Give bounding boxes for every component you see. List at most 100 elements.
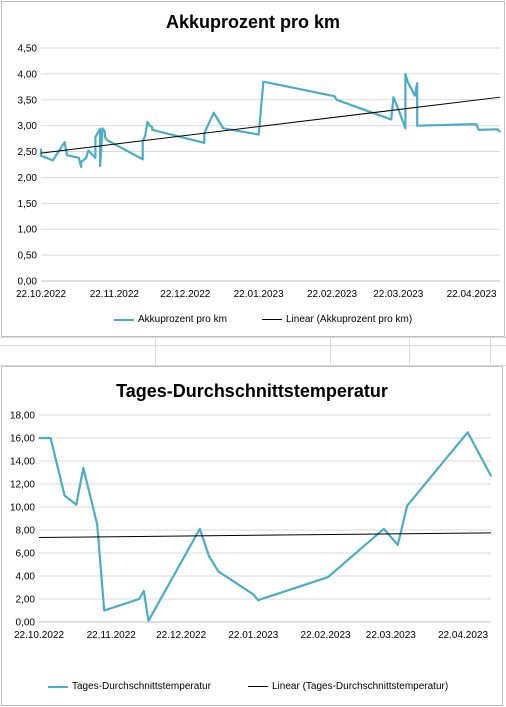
data-point [104,136,106,138]
sheet-gridline [330,337,331,366]
data-point [499,131,501,133]
sheet-gridline [0,337,506,338]
data-point [106,139,109,141]
data-point [82,467,85,469]
chart-title: Tages-Durchschnittstemperatur [116,381,388,401]
data-point [80,161,83,163]
legend-item-series: Tages-Durchschnittstemperatur [48,681,211,692]
x-tick-label: 22.04.2023 [438,630,488,641]
data-point [404,127,407,130]
x-tick-label: 22.11.2022 [87,630,137,641]
data-point [49,437,52,439]
data-point [80,166,83,168]
data-point [257,133,260,136]
y-tick-label: 18,00 [10,411,35,422]
y-tick-label: 3,00 [18,121,38,132]
y-tick-label: 2,00 [18,173,38,184]
data-point [40,154,42,157]
data-point [75,503,78,506]
chart-temperatur[interactable]: Tages-Durchschnittstemperatur 0,00 2,00 4,… [1,366,503,706]
trend-line [38,532,492,538]
data-point [87,149,90,152]
sheet-gridline [155,337,156,366]
y-tick-label: 0,00 [18,277,38,288]
data-point [416,124,418,127]
data-point [99,165,101,167]
x-tick-label: 22.03.2023 [373,289,423,300]
chart-akkuprozent[interactable]: Akkuprozent pro km 0,00 0,50 1,00 1,50 2,00 2… [1,1,505,337]
data-point [94,136,97,138]
data-point [63,494,66,497]
x-tick-label: 22.04.2023 [447,289,497,300]
data-point [94,156,97,159]
data-point [96,523,99,526]
y-tick-label: 4,00 [16,572,36,583]
data-point [143,590,145,592]
data-point [141,158,144,161]
legend-swatch-trend [248,686,268,687]
data-point [212,111,215,114]
data-point [397,544,399,546]
y-tick-label: 4,50 [18,44,38,55]
data-point [63,141,66,144]
trend-line [40,96,501,154]
legend-item-series: Akkuprozent pro km [114,314,227,325]
sheet-gridline [0,345,506,346]
legend-swatch-series [48,685,68,688]
y-tick-label: 6,00 [16,549,36,560]
data-point [333,95,336,97]
data-point [496,128,499,131]
sheet-gridline [490,337,491,366]
data-point [78,156,80,159]
data-point [327,576,329,578]
x-tick-label: 22.12.2022 [160,289,210,300]
x-tick-label: 22.10.2022 [16,289,66,300]
y-tick-label: 2,00 [16,595,36,606]
legend-item-trend: Linear (Akkuprozent pro km) [262,314,412,325]
legend-label: Tages-Durchschnittstemperatur [72,681,211,692]
legend-label: Akkuprozent pro km [138,314,227,325]
data-point [85,157,87,160]
y-tick-label: 1,00 [18,225,38,236]
data-point [151,126,154,129]
x-tick-label: 22.01.2023 [234,289,284,300]
x-tick-label: 22.12.2022 [156,630,206,641]
data-point [208,555,210,558]
data-point [149,124,151,127]
data-point [490,475,492,477]
chart-plot-area: 0,00 0,50 1,00 1,50 2,00 2,50 3,00 3,50 4,00 4,50… [16,44,501,300]
legend-item-trend: Linear (Tages-Durchschnittstemperatur) [248,681,448,692]
data-point [404,73,407,75]
y-tick-label: 10,00 [10,503,35,514]
y-tick-label: 4,00 [18,69,38,80]
legend-label: Linear (Tages-Durchschnittstemperatur) [272,681,449,692]
data-point [475,123,478,125]
y-tick-label: 14,00 [10,457,35,468]
data-point [144,135,146,137]
data-point [198,528,201,530]
data-point [222,127,224,130]
y-tick-label: 0,00 [16,618,36,629]
data-point [151,129,154,131]
data-point [203,141,206,144]
data-point [406,505,408,507]
chart-title: Akkuprozent pro km [165,12,341,32]
data-point [390,118,392,121]
data-point [257,599,259,601]
x-tick-label: 22.11.2022 [90,289,140,300]
data-point [147,620,150,622]
y-tick-label: 3,50 [18,95,38,106]
y-tick-label: 16,00 [10,434,35,445]
y-tick-label: 12,00 [10,480,35,491]
sheet-gridline [409,337,410,366]
data-point [52,159,54,162]
data-point [406,80,409,83]
y-tick-label: 8,00 [16,526,36,537]
x-tick-label: 22.02.2023 [301,630,351,641]
y-tick-label: 1,50 [18,199,38,210]
x-tick-label: 22.03.2023 [366,630,416,641]
x-tick-label: 22.01.2023 [228,630,278,641]
data-point [103,609,106,612]
data-point [477,129,480,131]
legend-swatch-series [114,318,134,321]
